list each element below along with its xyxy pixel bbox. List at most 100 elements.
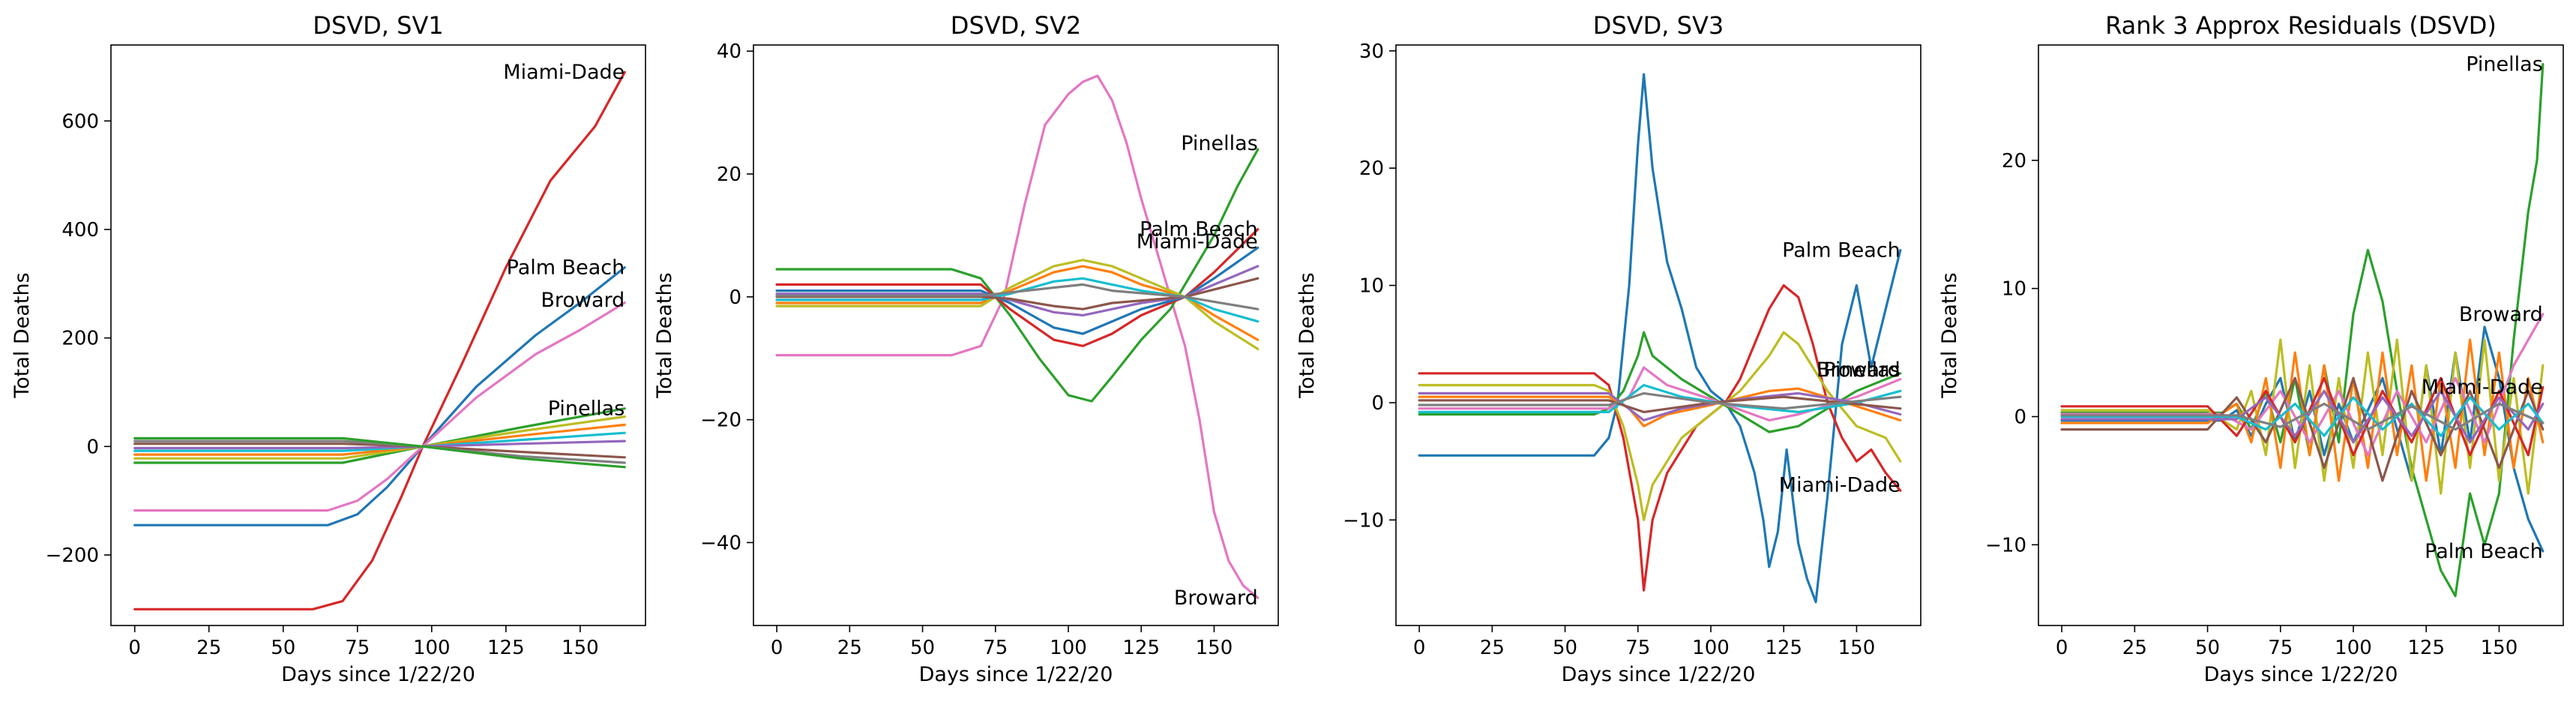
series-group [2060,63,2545,598]
chart-title: DSVD, SV2 [951,11,1081,40]
y-axis-label: Total Deaths [1295,272,1319,398]
series-annotation: Broward [2459,303,2543,326]
series-line-1 [775,74,1260,599]
x-axis-label: Days since 1/22/20 [281,663,475,686]
x-tick-label: 150 [2481,637,2518,659]
x-axis-label: Days since 1/22/20 [1562,663,1756,686]
x-tick-label: 50 [910,637,935,659]
x-tick-label: 125 [2407,637,2445,659]
y-tick-label: 0 [2014,406,2026,428]
plot-frame [1395,44,1922,626]
x-axis-label: Days since 1/22/20 [919,663,1113,686]
y-tick-label: 20 [717,164,741,186]
chart-panel-3: 0 25 50 75 100 125 150 −10 0 10 20 30 DSVD, SV3 Days … [1295,11,1922,686]
series-annotation: Palm Beach [1140,218,1258,242]
series-annotation: Broward [541,289,625,312]
series-annotation: Miami-Dade [1779,473,1901,496]
y-tick-label: 200 [61,328,99,350]
series-line-9 [1418,395,1902,413]
y-tick-label: −40 [700,532,741,554]
series-line-2 [1418,284,1902,592]
x-tick-label: 75 [983,637,1008,659]
series-group [775,74,1260,599]
plot-frame [110,44,646,626]
chart-panel-2: 0 25 50 75 100 125 150 −40 −20 0 20 40 DSVD, SV2 Days… [653,11,1279,686]
series-annotation: Pinellas [2466,53,2543,76]
x-tick-label: 50 [271,637,295,659]
y-tick-label: 30 [1359,40,1384,63]
series-line-9 [775,277,1260,310]
y-axis-label: Total Deaths [1938,272,1961,398]
y-tick-label: −10 [1343,509,1384,532]
y-axis-label: Total Deaths [653,272,676,398]
x-tick-label: 75 [1625,637,1650,659]
plot-frame [753,44,1279,626]
y-tick-label: 0 [1371,392,1384,415]
x-tick-label: 0 [1413,637,1426,659]
x-tick-label: 50 [1553,637,1577,659]
x-tick-label: 150 [562,637,599,659]
x-tick-label: 100 [413,637,451,659]
series-annotation: Palm Beach [2425,540,2543,563]
x-tick-label: 100 [1692,637,1730,659]
series-annotation: Palm Beach [1782,239,1901,262]
series-line-8 [2060,389,2545,444]
x-tick-label: 25 [1480,637,1505,659]
x-tick-label: 75 [345,637,370,659]
x-tick-label: 125 [1765,637,1802,659]
y-tick-label: 40 [717,40,741,63]
series-annotation: Broward [1817,358,1901,382]
y-axis-label: Total Deaths [10,272,34,398]
y-tick-label: 10 [2002,278,2026,301]
y-tick-label: 600 [61,110,99,133]
x-tick-label: 150 [1196,637,1233,659]
x-tick-label: 0 [2056,637,2068,659]
x-tick-label: 100 [2335,637,2372,659]
series-line-5 [2060,313,2545,457]
series-line-10 [775,283,1260,310]
x-tick-label: 50 [2195,637,2220,659]
series-annotation: Miami-Dade [503,61,625,84]
series-group [1418,73,1902,604]
x-tick-label: 125 [487,637,525,659]
chart-panel-1: 0 25 50 75 100 125 150 −200 0 200 400 600 DSVD, SV1 D… [10,11,646,686]
x-axis-label: Days since 1/22/20 [2204,663,2398,686]
series-line-11 [133,436,626,469]
y-tick-label: 20 [1359,158,1384,180]
series-line-9 [2060,396,2545,437]
series-annotation: Broward [1174,586,1258,610]
x-tick-label: 25 [2122,637,2147,659]
plot-frame [2038,44,2564,626]
series-annotation: Palm Beach [507,256,625,280]
y-tick-label: 10 [1359,275,1384,298]
y-tick-label: −20 [700,410,741,432]
y-tick-label: −10 [1985,534,2026,556]
series-annotation: Pinellas [548,398,625,421]
series-annotation: Miami-Dade [1137,230,1258,254]
series-line-10 [2060,402,2545,431]
x-tick-label: 0 [771,637,783,659]
y-tick-label: 0 [729,286,741,309]
series-line-10 [1418,392,1902,410]
series-annotation: Miami-Dade [2422,376,2543,399]
series-line-2 [775,148,1260,403]
series-line-7 [2060,376,2545,457]
y-tick-label: 20 [2002,150,2026,172]
x-tick-label: 25 [196,637,221,659]
series-annotation: Pinellas [1823,358,1901,382]
series-group [133,70,626,610]
x-tick-label: 0 [128,637,141,659]
chart-title: DSVD, SV3 [1593,11,1724,40]
y-tick-label: 0 [86,436,99,458]
x-tick-label: 125 [1122,637,1160,659]
chart-panel-4: 0 25 50 75 100 125 150 −10 0 10 20 Rank 3 Approx Re… [1938,11,2564,686]
y-tick-label: 400 [61,219,99,242]
x-tick-label: 25 [837,637,862,659]
series-annotation: Pinellas [1181,132,1258,155]
x-tick-label: 75 [2268,637,2293,659]
chart-title: DSVD, SV1 [313,11,443,40]
chart-title: Rank 3 Approx Residuals (DSVD) [2105,11,2497,40]
x-tick-label: 100 [1050,637,1087,659]
